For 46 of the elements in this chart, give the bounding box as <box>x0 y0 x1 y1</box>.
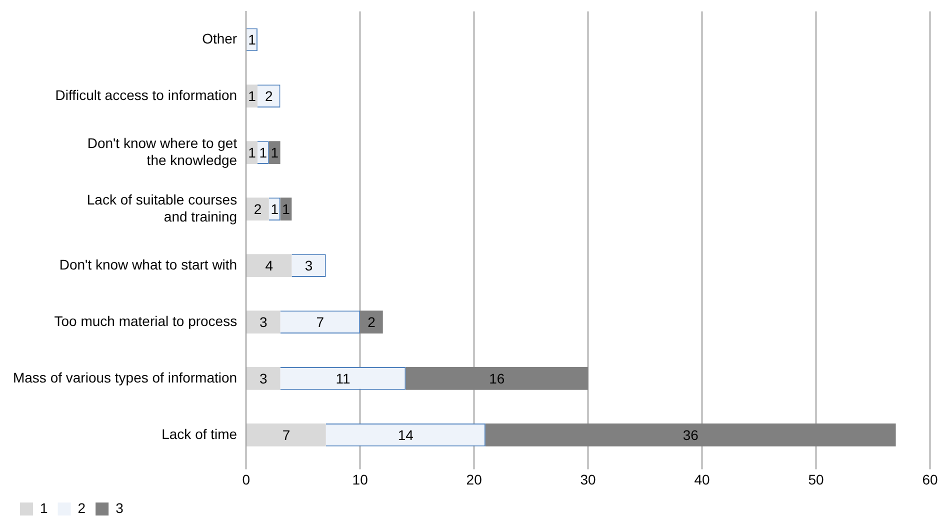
bar <box>246 198 269 220</box>
bar <box>246 254 292 277</box>
data-label: 1 <box>248 144 256 160</box>
x-tick-label: 20 <box>466 471 482 488</box>
data-label: 3 <box>304 257 313 274</box>
data-label: 3 <box>260 314 268 330</box>
x-tick-label: 50 <box>808 471 824 488</box>
x-tick-label: 30 <box>580 471 596 488</box>
data-label: 3 <box>260 370 268 386</box>
data-label: 1 <box>248 88 256 104</box>
data-label: 2 <box>254 200 262 217</box>
data-label: 2 <box>264 88 273 104</box>
data-label: 1 <box>282 200 290 217</box>
data-label: 1 <box>248 31 256 48</box>
data-label: 7 <box>282 426 290 443</box>
data-label: 7 <box>316 314 324 330</box>
bar <box>246 84 258 108</box>
y-tick-label: Too much material to process <box>54 312 238 329</box>
data-label: 16 <box>489 370 505 386</box>
data-label: 2 <box>368 314 376 330</box>
bar <box>246 424 326 446</box>
x-tick-label: 60 <box>922 471 938 488</box>
data-label: 1 <box>259 144 268 160</box>
data-label: 11 <box>336 370 350 386</box>
data-label: 1 <box>270 200 279 217</box>
legend-label: 1 <box>40 500 48 516</box>
y-tick-label: Don't know what to start with <box>59 256 238 272</box>
bar <box>268 141 280 164</box>
bar <box>246 310 280 334</box>
data-label: 14 <box>398 426 414 443</box>
legend-label: 2 <box>78 500 86 516</box>
data-label: 1 <box>270 144 279 160</box>
x-tick-label: 0 <box>242 471 250 488</box>
legend-label: 3 <box>116 500 124 516</box>
data-label: 4 <box>265 257 274 274</box>
y-tick-label: Mass of various types of information <box>12 369 238 386</box>
data-label: 36 <box>682 426 699 443</box>
bar <box>246 367 280 390</box>
y-tick-label: Other <box>202 30 238 46</box>
y-tick-label: Difficult access to information <box>55 86 238 103</box>
x-tick-label: 40 <box>694 471 710 488</box>
y-tick-label: Lack of time <box>162 426 238 442</box>
x-tick-label: 10 <box>352 471 368 488</box>
bar <box>246 141 258 164</box>
y-tick-label: Lack of suitable courses and training <box>86 192 238 224</box>
y-tick-label: Don't know where to get the knowledge <box>87 135 238 168</box>
